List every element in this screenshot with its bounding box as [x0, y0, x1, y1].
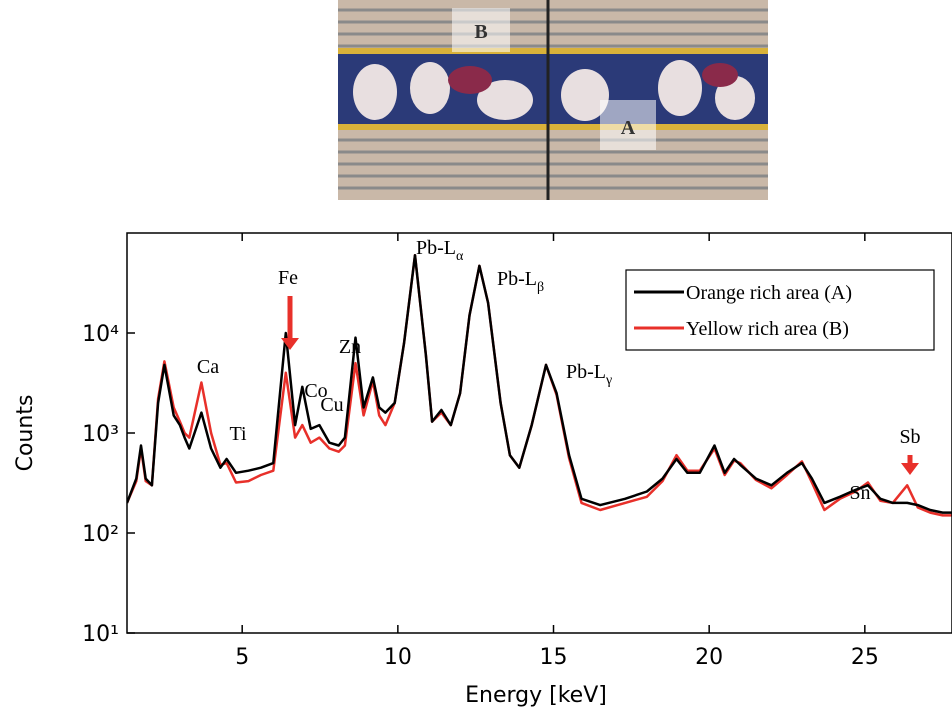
annotation-text: Ca	[197, 356, 219, 378]
annotation-text: Ti	[229, 423, 247, 445]
annotation-text: Pb-L	[566, 361, 606, 383]
annotation-text: Pb-L	[497, 268, 537, 290]
x-tick-label: 15	[540, 645, 568, 670]
annotation-text: Sb	[899, 426, 920, 448]
annotation-text: Co	[304, 380, 327, 402]
chart: 5 10 15 20 25 10¹ 10² 10³ 10⁴ Energy [keV] Counts P…	[13, 232, 952, 708]
x-tick-label: 25	[851, 645, 879, 670]
annotation: Pb-Lα	[416, 237, 464, 264]
arrow-head	[901, 463, 919, 475]
y-tick-label: 10³	[82, 422, 119, 447]
photo-label: A	[621, 117, 636, 139]
legend-label: Yellow rich area (B)	[686, 318, 849, 340]
photo: B A	[338, 0, 768, 200]
annotation-text: Pb-L	[416, 237, 456, 259]
annotation-sub: γ	[605, 373, 612, 388]
annotation-sub: β	[537, 280, 544, 295]
x-tick-label: 5	[235, 645, 249, 670]
y-tick-label: 10¹	[82, 622, 119, 647]
x-tick-label: 10	[384, 645, 412, 670]
annotation: Pb-Lβ	[497, 268, 544, 295]
annotation: Fe	[278, 267, 298, 289]
annotation: Zn	[339, 336, 361, 358]
y-tick-label: 10⁴	[82, 322, 119, 347]
annotation: Co	[304, 380, 327, 402]
y-tick-label: 10²	[82, 522, 119, 547]
series-line	[127, 253, 952, 514]
annotation: Sb	[899, 426, 920, 448]
x-axis-label: Energy [keV]	[465, 683, 607, 708]
legend: Orange rich area (A) Yellow rich area (B)	[625, 269, 935, 351]
legend-label: Orange rich area (A)	[686, 282, 852, 304]
y-axis-label: Counts	[13, 395, 38, 472]
photo-label: B	[474, 21, 487, 43]
annotation: Ti	[229, 423, 247, 445]
annotation: Ca	[197, 356, 219, 378]
annotation-text: Zn	[339, 336, 361, 358]
legend-box	[625, 269, 935, 351]
arrow-head	[281, 338, 299, 350]
annotation-text: Cu	[320, 394, 343, 416]
annotation: Pb-Lγ	[566, 361, 612, 388]
x-tick-label: 20	[695, 645, 723, 670]
annotation: Cu	[320, 394, 343, 416]
annotation-text: Fe	[278, 267, 298, 289]
annotation-sub: α	[456, 249, 464, 264]
annotation: Sn	[849, 482, 870, 504]
annotation-text: Sn	[849, 482, 870, 504]
